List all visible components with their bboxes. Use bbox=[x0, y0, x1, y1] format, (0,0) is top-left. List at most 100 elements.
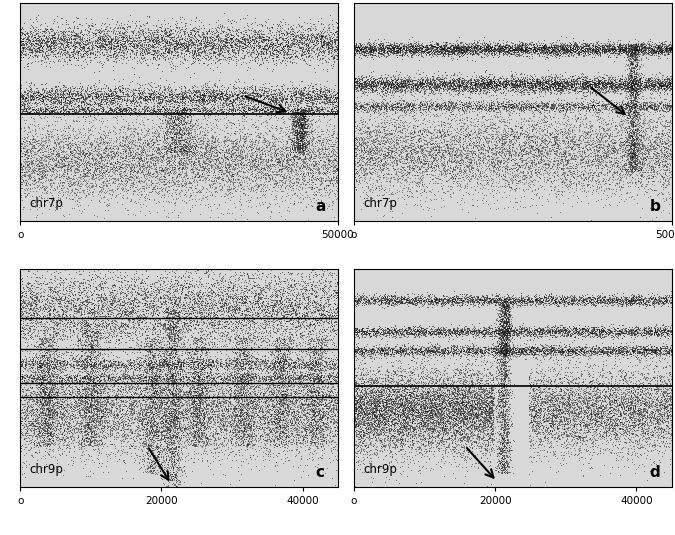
Point bbox=[188, 32, 199, 41]
Point bbox=[232, 434, 242, 442]
Point bbox=[112, 375, 123, 384]
Point bbox=[25, 171, 36, 180]
Point bbox=[281, 391, 292, 400]
Point bbox=[237, 362, 248, 370]
Point bbox=[212, 152, 223, 160]
Point bbox=[370, 135, 381, 143]
Point bbox=[284, 160, 295, 169]
Point bbox=[377, 155, 387, 163]
Point bbox=[597, 381, 608, 390]
Point bbox=[41, 421, 52, 429]
Point bbox=[249, 88, 260, 97]
Point bbox=[570, 412, 581, 421]
Point bbox=[574, 325, 585, 333]
Point bbox=[157, 385, 167, 394]
Point bbox=[32, 414, 43, 422]
Point bbox=[610, 44, 621, 53]
Point bbox=[137, 376, 148, 385]
Point bbox=[622, 179, 633, 188]
Point bbox=[163, 104, 174, 112]
Point bbox=[289, 120, 300, 128]
Point bbox=[542, 49, 553, 57]
Point bbox=[133, 186, 144, 194]
Point bbox=[302, 409, 313, 417]
Point bbox=[288, 260, 299, 269]
Point bbox=[242, 143, 253, 151]
Point bbox=[79, 159, 90, 167]
Point bbox=[138, 112, 149, 121]
Point bbox=[529, 124, 539, 132]
Point bbox=[495, 410, 506, 419]
Point bbox=[166, 144, 177, 152]
Point bbox=[56, 162, 67, 170]
Point bbox=[119, 130, 130, 139]
Point bbox=[33, 332, 44, 340]
Point bbox=[524, 134, 535, 143]
Point bbox=[503, 346, 514, 355]
Point bbox=[35, 345, 46, 353]
Point bbox=[108, 187, 119, 196]
Point bbox=[408, 177, 419, 185]
Point bbox=[38, 419, 49, 427]
Point bbox=[238, 382, 248, 391]
Point bbox=[153, 418, 163, 427]
Point bbox=[456, 155, 466, 164]
Point bbox=[118, 319, 129, 327]
Point bbox=[375, 149, 386, 157]
Point bbox=[379, 405, 389, 414]
Point bbox=[477, 387, 487, 396]
Point bbox=[217, 411, 228, 419]
Point bbox=[143, 32, 154, 40]
Point bbox=[371, 103, 382, 112]
Point bbox=[279, 392, 290, 401]
Point bbox=[291, 94, 302, 102]
Point bbox=[310, 353, 321, 362]
Point bbox=[142, 182, 153, 191]
Point bbox=[494, 46, 505, 55]
Point bbox=[124, 373, 135, 382]
Point bbox=[462, 394, 473, 403]
Point bbox=[27, 104, 38, 113]
Point bbox=[606, 295, 617, 303]
Point bbox=[433, 174, 443, 183]
Point bbox=[487, 400, 498, 409]
Point bbox=[140, 427, 151, 435]
Point bbox=[236, 382, 246, 391]
Point bbox=[538, 300, 549, 308]
Point bbox=[200, 335, 211, 344]
Point bbox=[475, 376, 485, 384]
Point bbox=[155, 459, 166, 468]
Point bbox=[350, 421, 360, 429]
Point bbox=[241, 298, 252, 307]
Point bbox=[242, 38, 253, 47]
Point bbox=[562, 350, 573, 359]
Point bbox=[299, 412, 310, 421]
Point bbox=[55, 45, 66, 54]
Point bbox=[545, 101, 556, 110]
Point bbox=[41, 132, 52, 140]
Point bbox=[43, 391, 53, 400]
Point bbox=[554, 346, 564, 354]
Point bbox=[120, 90, 131, 98]
Point bbox=[125, 361, 136, 370]
Point bbox=[139, 286, 150, 295]
Point bbox=[77, 158, 88, 167]
Point bbox=[448, 325, 459, 333]
Point bbox=[612, 434, 622, 443]
Point bbox=[16, 94, 27, 103]
Point bbox=[105, 306, 115, 315]
Point bbox=[599, 77, 610, 85]
Point bbox=[167, 343, 178, 351]
Point bbox=[363, 299, 374, 308]
Point bbox=[660, 138, 671, 147]
Point bbox=[301, 309, 312, 317]
Point bbox=[620, 429, 631, 438]
Point bbox=[666, 195, 675, 203]
Point bbox=[129, 154, 140, 163]
Point bbox=[487, 165, 498, 174]
Point bbox=[184, 294, 194, 302]
Point bbox=[564, 45, 574, 54]
Point bbox=[38, 95, 49, 103]
Point bbox=[204, 402, 215, 410]
Point bbox=[329, 35, 340, 43]
